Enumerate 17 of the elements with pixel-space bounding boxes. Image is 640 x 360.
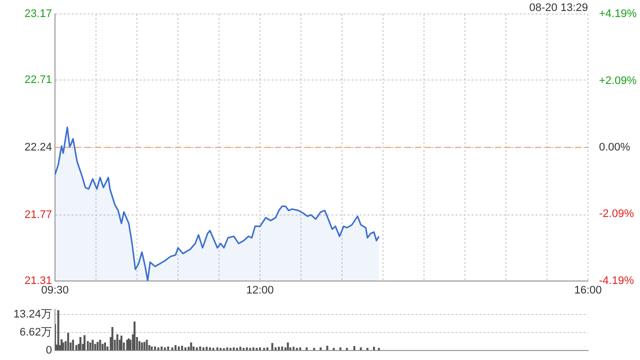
y-tick-label: 21.77: [24, 208, 52, 221]
x-tick-label: 16:00: [574, 284, 602, 296]
y-tick-label: 6.62万: [20, 326, 52, 338]
annotation: 08-20 13:29: [529, 2, 588, 14]
y-tick-label: 22.24: [24, 141, 52, 154]
y-tick-label: 23.17: [24, 8, 52, 20]
y2-tick-label: +2.09%: [599, 74, 637, 87]
y-tick-label: 0: [46, 344, 52, 356]
y-tick-label: 21.31: [24, 274, 52, 287]
y-tick-label: 22.71: [24, 74, 52, 86]
x-tick-label: 09:30: [41, 284, 69, 296]
y2-tick-label: +4.19%: [599, 8, 637, 20]
y2-tick-label: -4.19%: [599, 274, 634, 287]
y2-tick-label: -2.09%: [599, 208, 634, 220]
x-tick-label: 12:00: [246, 284, 274, 296]
y2-tick-label: 0.00%: [599, 141, 630, 154]
y-tick-label: 13.24万: [13, 308, 52, 320]
